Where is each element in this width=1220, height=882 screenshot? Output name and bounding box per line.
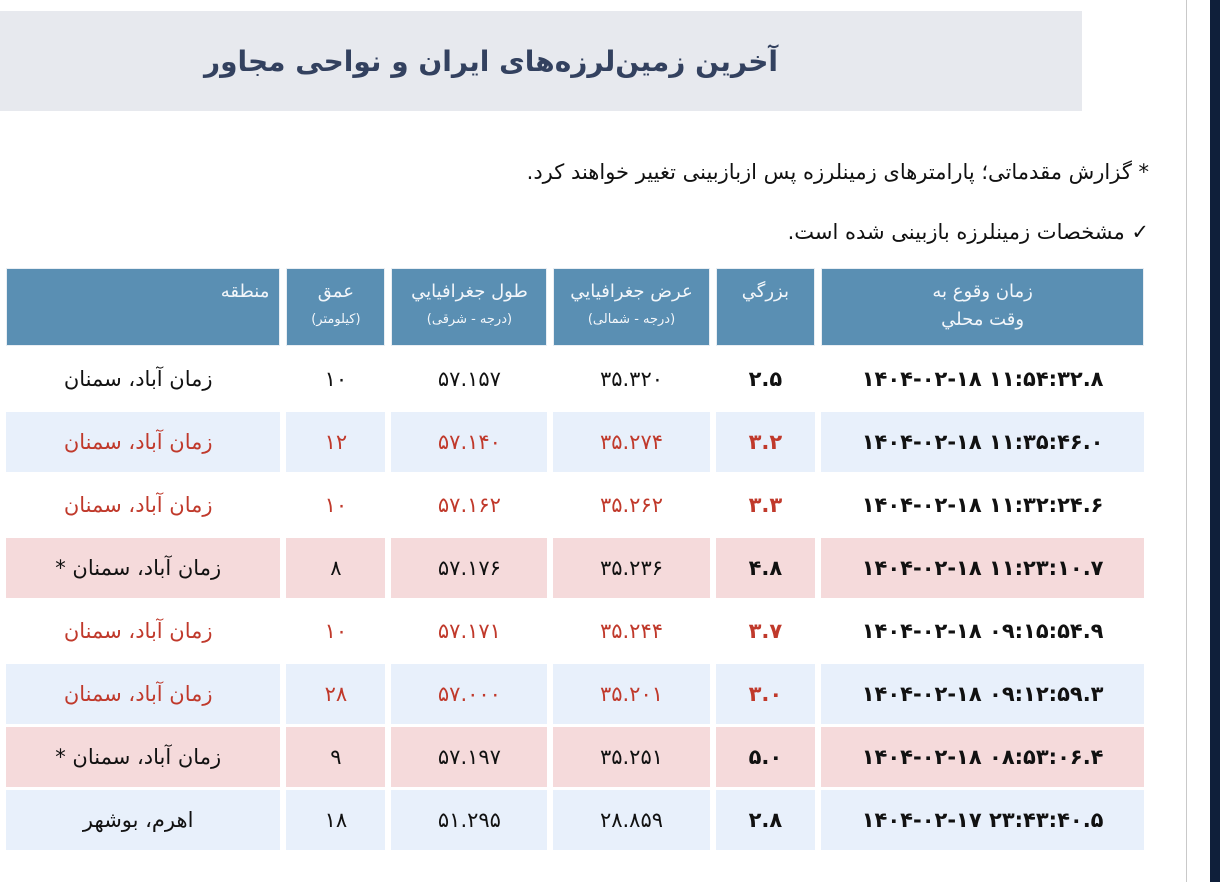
cell-longitude: ۵۷.۱۴۰ — [391, 412, 548, 472]
header-longitude: طول جغرافيايي (درجه - شرقی) — [391, 268, 548, 346]
table-header-row: زمان وقوع به وقت محلي بزرگي عرض جغرافياي… — [6, 268, 1144, 346]
cell-latitude: ۳۵.۲۶۲ — [553, 475, 710, 535]
cell-latitude: ۳۵.۲۵۱ — [553, 727, 710, 787]
cell-latitude: ۳۵.۳۲۰ — [553, 349, 710, 409]
cell-time: ۱۴۰۴-۰۲-۱۸ ۱۱:۳۵:۴۶.۰ — [821, 412, 1144, 472]
cell-region: زمان آباد، سمنان — [6, 664, 281, 724]
earthquake-table: زمان وقوع به وقت محلي بزرگي عرض جغرافياي… — [0, 265, 1150, 853]
cell-region: زمان آباد، سمنان — [6, 349, 281, 409]
table-row[interactable]: ۱۴۰۴-۰۲-۱۸ ۱۱:۳۵:۴۶.۰ ۳.۲ ۳۵.۲۷۴ ۵۷.۱۴۰ … — [6, 412, 1144, 472]
cell-depth: ۹ — [286, 727, 386, 787]
cell-time: ۱۴۰۴-۰۲-۱۸ ۱۱:۳۲:۲۴.۶ — [821, 475, 1144, 535]
cell-magnitude: ۳.۲ — [715, 412, 816, 472]
cell-region: زمان آباد، سمنان — [6, 475, 281, 535]
table-row[interactable]: ۱۴۰۴-۰۲-۱۷ ۲۳:۴۳:۴۰.۵ ۲.۸ ۲۸.۸۵۹ ۵۱.۲۹۵ … — [6, 790, 1144, 850]
cell-latitude: ۲۸.۸۵۹ — [553, 790, 710, 850]
table-row[interactable]: ۱۴۰۴-۰۲-۱۸ ۱۱:۵۴:۳۲.۸ ۲.۵ ۳۵.۳۲۰ ۵۷.۱۵۷ … — [6, 349, 1144, 409]
cell-time: ۱۴۰۴-۰۲-۱۸ ۱۱:۵۴:۳۲.۸ — [821, 349, 1144, 409]
cell-latitude: ۳۵.۲۴۴ — [553, 601, 710, 661]
reviewed-note: ✓ مشخصات زمینلرزه بازبینی شده است. — [787, 220, 1149, 244]
cell-depth: ۱۰ — [286, 475, 386, 535]
cell-time: ۱۴۰۴-۰۲-۱۸ ۰۸:۵۳:۰۶.۴ — [821, 727, 1144, 787]
cell-region: زمان آباد، سمنان * — [6, 727, 281, 787]
header-magnitude: بزرگي — [715, 268, 816, 346]
table-row[interactable]: ۱۴۰۴-۰۲-۱۸ ۰۹:۱۵:۵۴.۹ ۳.۷ ۳۵.۲۴۴ ۵۷.۱۷۱ … — [6, 601, 1144, 661]
header-time: زمان وقوع به وقت محلي — [821, 268, 1144, 346]
side-nav-strip — [1210, 0, 1220, 882]
cell-longitude: ۵۷.۱۶۲ — [391, 475, 548, 535]
cell-longitude: ۵۷.۱۵۷ — [391, 349, 548, 409]
cell-longitude: ۵۷.۰۰۰ — [391, 664, 548, 724]
cell-longitude: ۵۷.۱۷۶ — [391, 538, 548, 598]
cell-magnitude: ۵.۰ — [715, 727, 816, 787]
header-region: منطقه — [6, 268, 281, 346]
table-row[interactable]: ۱۴۰۴-۰۲-۱۸ ۰۸:۵۳:۰۶.۴ ۵.۰ ۳۵.۲۵۱ ۵۷.۱۹۷ … — [6, 727, 1144, 787]
cell-magnitude: ۳.۷ — [715, 601, 816, 661]
preliminary-note: * گزارش مقدماتی؛ پارامترهای زمینلرزه پس … — [526, 160, 1149, 184]
cell-region: اهرم، بوشهر — [6, 790, 281, 850]
cell-time: ۱۴۰۴-۰۲-۱۸ ۰۹:۱۲:۵۹.۳ — [821, 664, 1144, 724]
cell-longitude: ۵۱.۲۹۵ — [391, 790, 548, 850]
cell-magnitude: ۳.۳ — [715, 475, 816, 535]
cell-depth: ۱۲ — [286, 412, 386, 472]
cell-time: ۱۴۰۴-۰۲-۱۷ ۲۳:۴۳:۴۰.۵ — [821, 790, 1144, 850]
header-latitude: عرض جغرافيايي (درجه - شمالی) — [553, 268, 710, 346]
cell-depth: ۸ — [286, 538, 386, 598]
cell-longitude: ۵۷.۱۷۱ — [391, 601, 548, 661]
cell-region: زمان آباد، سمنان * — [6, 538, 281, 598]
table-row[interactable]: ۱۴۰۴-۰۲-۱۸ ۰۹:۱۲:۵۹.۳ ۳.۰ ۳۵.۲۰۱ ۵۷.۰۰۰ … — [6, 664, 1144, 724]
cell-depth: ۱۰ — [286, 349, 386, 409]
header-depth: عمق (کیلومتر) — [286, 268, 386, 346]
cell-depth: ۱۸ — [286, 790, 386, 850]
title-banner: آخرین زمین‌لرزه‌های ایران و نواحی مجاور — [0, 11, 1082, 111]
cell-depth: ۱۰ — [286, 601, 386, 661]
table-row[interactable]: ۱۴۰۴-۰۲-۱۸ ۱۱:۲۳:۱۰.۷ ۴.۸ ۳۵.۲۳۶ ۵۷.۱۷۶ … — [6, 538, 1144, 598]
cell-longitude: ۵۷.۱۹۷ — [391, 727, 548, 787]
cell-magnitude: ۴.۸ — [715, 538, 816, 598]
cell-latitude: ۳۵.۲۳۶ — [553, 538, 710, 598]
cell-latitude: ۳۵.۲۷۴ — [553, 412, 710, 472]
cell-magnitude: ۲.۵ — [715, 349, 816, 409]
cell-time: ۱۴۰۴-۰۲-۱۸ ۱۱:۲۳:۱۰.۷ — [821, 538, 1144, 598]
cell-depth: ۲۸ — [286, 664, 386, 724]
page-title: آخرین زمین‌لرزه‌های ایران و نواحی مجاور — [203, 44, 779, 78]
cell-latitude: ۳۵.۲۰۱ — [553, 664, 710, 724]
page-border — [1186, 0, 1187, 882]
cell-region: زمان آباد، سمنان — [6, 601, 281, 661]
cell-magnitude: ۳.۰ — [715, 664, 816, 724]
table-row[interactable]: ۱۴۰۴-۰۲-۱۸ ۱۱:۳۲:۲۴.۶ ۳.۳ ۳۵.۲۶۲ ۵۷.۱۶۲ … — [6, 475, 1144, 535]
cell-region: زمان آباد، سمنان — [6, 412, 281, 472]
cell-time: ۱۴۰۴-۰۲-۱۸ ۰۹:۱۵:۵۴.۹ — [821, 601, 1144, 661]
page: آخرین زمین‌لرزه‌های ایران و نواحی مجاور … — [0, 11, 1150, 853]
cell-magnitude: ۲.۸ — [715, 790, 816, 850]
